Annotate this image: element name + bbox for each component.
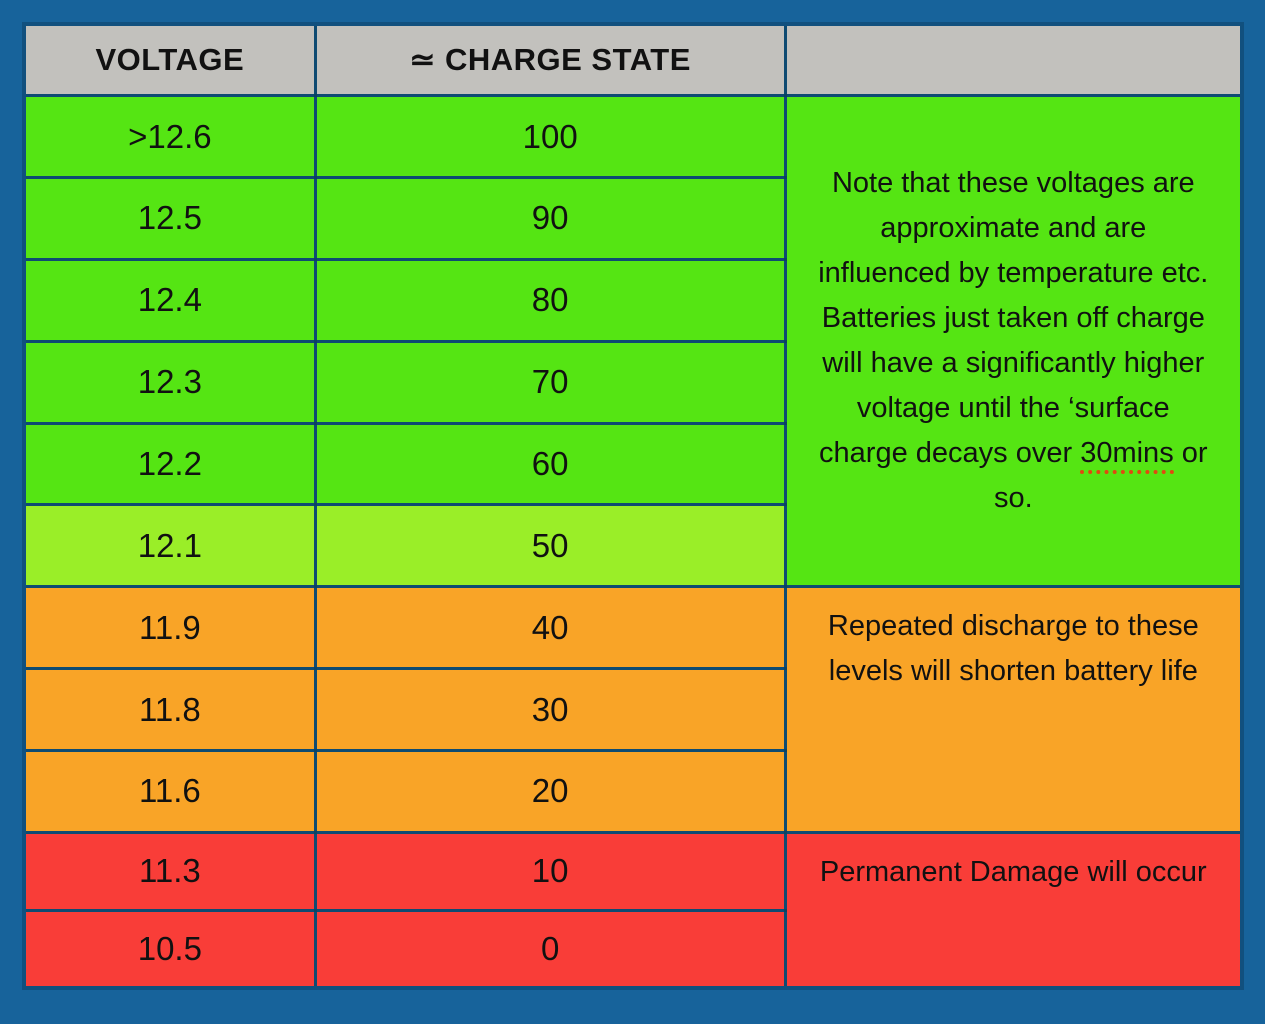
voltage-cell: 12.2: [22, 421, 317, 507]
notes-column-header: [783, 22, 1244, 98]
charge-cell: 40: [313, 585, 787, 671]
table-row: 12.1 50: [22, 503, 1242, 589]
battery-voltage-table: VOLTAGE ≃ CHARGE STATE >12.6 100 Note th…: [22, 22, 1244, 990]
charge-cell: 80: [313, 257, 787, 343]
charge-cell: 50: [313, 503, 787, 589]
table-row: 12.4 80: [22, 257, 1242, 343]
spellcheck-underlined-word: 30mins: [1080, 437, 1174, 475]
table-row: >12.6 100 Note that these voltages are a…: [22, 94, 1244, 589]
table-row: 12.2 60: [22, 421, 1242, 507]
green-zone-note: Note that these voltages are approximate…: [783, 94, 1244, 589]
table-row: 11.8 30: [22, 667, 1242, 752]
orange-zone-note: Repeated discharge to these levels will …: [783, 585, 1244, 834]
charge-cell: 0: [313, 908, 787, 990]
table-row: 12.3 70: [22, 339, 1242, 425]
table-row: 12.5 90: [22, 175, 1242, 261]
voltage-cell: 12.5: [22, 175, 317, 261]
voltage-cell: 11.9: [22, 585, 317, 671]
voltage-cell: 10.5: [22, 908, 317, 990]
charge-cell: 30: [313, 667, 787, 752]
green-note-text-end: or so.: [993, 437, 1208, 515]
voltage-cell: 11.6: [22, 749, 317, 834]
table-row: 11.9 40 Repeated discharge to these leve…: [22, 585, 1244, 834]
table-row: 11.6 20: [22, 749, 1242, 834]
table-header-row: VOLTAGE ≃ CHARGE STATE: [22, 22, 1244, 98]
charge-cell: 10: [313, 830, 787, 912]
charge-cell: 20: [313, 749, 787, 834]
charge-cell: 100: [313, 94, 787, 179]
green-note-text: Note that these voltages are approximate…: [818, 167, 1209, 470]
voltage-column-header: VOLTAGE: [22, 22, 317, 98]
voltage-cell: 11.3: [22, 830, 317, 912]
table-row: 10.5 0: [22, 908, 1242, 990]
voltage-cell: 12.1: [22, 503, 317, 589]
voltage-cell: 12.4: [22, 257, 317, 343]
voltage-cell: 12.3: [22, 339, 317, 425]
voltage-cell: 11.8: [22, 667, 317, 752]
table-row: 11.3 10 Permanent Damage will occur: [22, 830, 1244, 990]
charge-cell: 90: [313, 175, 787, 261]
charge-state-column-header: ≃ CHARGE STATE: [313, 22, 787, 98]
charge-cell: 70: [313, 339, 787, 425]
charge-cell: 60: [313, 421, 787, 507]
voltage-cell: >12.6: [22, 94, 317, 179]
red-zone-note: Permanent Damage will occur: [783, 830, 1244, 990]
